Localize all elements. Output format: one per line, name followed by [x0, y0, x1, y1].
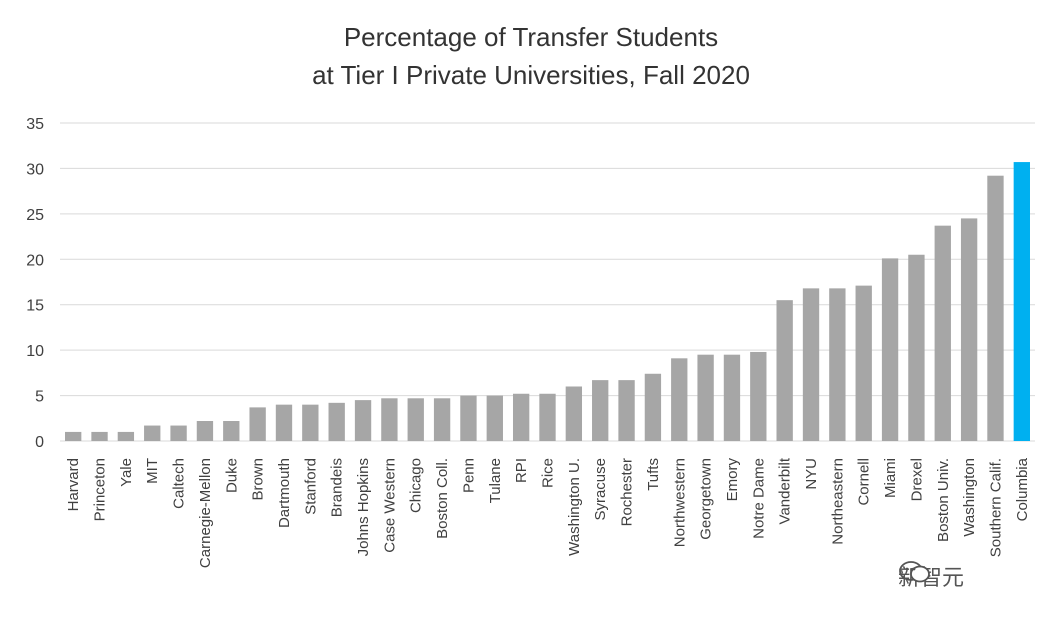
bar-stanford [302, 404, 319, 441]
bar-princeton [91, 431, 108, 441]
x-tick-label: NYU [803, 458, 820, 490]
bar-rochester [618, 380, 635, 441]
x-tick-label: Penn [460, 458, 477, 493]
x-tick-label: Miami [882, 458, 899, 498]
bar-harvard [65, 431, 82, 441]
wechat-icon [899, 561, 930, 583]
bar-miami [881, 258, 899, 441]
y-tick-label: 25 [26, 207, 44, 224]
bar-caltech [170, 425, 187, 441]
bar-northeastern [829, 288, 846, 441]
x-tick-label: Dartmouth [276, 458, 293, 528]
x-tick-label: Boston Coll. [434, 458, 451, 539]
x-tick-label: Chicago [408, 458, 425, 513]
bar-yale [117, 431, 135, 441]
bar-brown [249, 407, 266, 441]
chart-title: Percentage of Transfer Students at Tier … [0, 18, 1052, 94]
bar-emory [723, 354, 741, 441]
bar-chicago [407, 398, 424, 441]
x-tick-label: Rochester [619, 458, 636, 526]
bar-notre-dame [750, 351, 767, 441]
y-tick-label: 20 [26, 252, 44, 269]
bar-georgetown [697, 354, 714, 441]
bar-boston-coll- [433, 398, 451, 441]
x-tick-label: Boston Univ. [935, 458, 952, 542]
x-tick-label: Vanderbilt [777, 457, 794, 524]
x-tick-label: Princeton [92, 458, 109, 521]
x-tick-label: Syracuse [592, 458, 609, 521]
x-tick-label: Georgetown [698, 458, 715, 540]
bar-carnegie-mellon [196, 421, 214, 441]
x-tick-label: Duke [223, 458, 240, 493]
bar-washington-u- [565, 386, 583, 441]
x-tick-label: Johns Hopkins [355, 458, 372, 556]
x-tick-label: Yale [118, 458, 135, 487]
bar-syracuse [592, 380, 609, 441]
x-tick-label: Harvard [65, 458, 82, 511]
chart-title-line1: Percentage of Transfer Students [343, 22, 719, 52]
bar-rice [539, 393, 556, 441]
x-tick-label: Columbia [1014, 457, 1031, 521]
bar-nyu [802, 288, 820, 441]
bar-case-western [381, 398, 398, 441]
x-axis-tick-labels: Harvard Princeton Yale MIT Caltech Carnegie-M… [65, 457, 1031, 568]
x-tick-label: MIT [144, 458, 161, 484]
x-tick-label: Case Western [381, 458, 398, 553]
y-tick-label: 5 [35, 389, 44, 406]
x-tick-label: Washington U. [566, 458, 583, 556]
y-tick-label: 0 [35, 434, 44, 451]
bar-johns-hopkins [354, 400, 372, 441]
watermark-text: 新智元 [898, 565, 965, 590]
bar-penn [460, 395, 477, 441]
x-tick-label: Brown [250, 458, 267, 501]
bar-boston-univ- [934, 225, 951, 441]
bar-brandeis [328, 402, 345, 441]
x-tick-label: Notre Dame [750, 458, 767, 539]
x-tick-label: Caltech [171, 458, 188, 509]
x-tick-label: Cornell [856, 458, 873, 506]
x-tick-label: Tufts [645, 458, 662, 491]
x-tick-label: Brandeis [329, 458, 346, 517]
bar-columbia [1013, 162, 1030, 441]
x-tick-label: Tulane [487, 458, 504, 503]
y-tick-label: 35 [26, 116, 44, 133]
watermark: 新智元 [898, 560, 964, 592]
bar-dartmouth [275, 404, 293, 441]
x-tick-label: Southern Calif. [987, 458, 1004, 557]
x-tick-label: Emory [724, 458, 741, 502]
bar-washington [960, 218, 978, 441]
x-tick-label: Washington [961, 458, 978, 537]
chart-subtitle: at Tier I Private Universities, Fall 202… [312, 60, 750, 90]
bar-tufts [644, 373, 662, 441]
bar-cornell [855, 285, 872, 441]
x-tick-label: Northeastern [829, 458, 846, 545]
x-tick-label: Carnegie-Mellon [197, 458, 214, 568]
x-tick-label: Stanford [302, 458, 319, 515]
y-tick-label: 30 [26, 161, 44, 178]
bar-vanderbilt [776, 300, 793, 441]
x-tick-label: RPI [513, 458, 530, 483]
y-tick-label: 15 [26, 298, 44, 315]
bar-tulane [486, 395, 503, 441]
x-tick-label: Drexel [908, 458, 925, 501]
bars [65, 162, 1030, 441]
x-tick-label: Rice [540, 458, 557, 488]
x-tick-label: Northwestern [671, 458, 688, 547]
bar-northwestern [671, 358, 688, 441]
bar-duke [223, 421, 240, 441]
bar-drexel [908, 254, 925, 441]
bar-mit [144, 425, 161, 441]
y-tick-label: 10 [26, 343, 44, 360]
y-axis-tick-labels: 0 5 10 15 20 25 30 35 [26, 116, 44, 451]
gridlines [60, 122, 1035, 442]
bar-rpi [512, 393, 530, 441]
bar-southern-calif- [987, 175, 1004, 441]
